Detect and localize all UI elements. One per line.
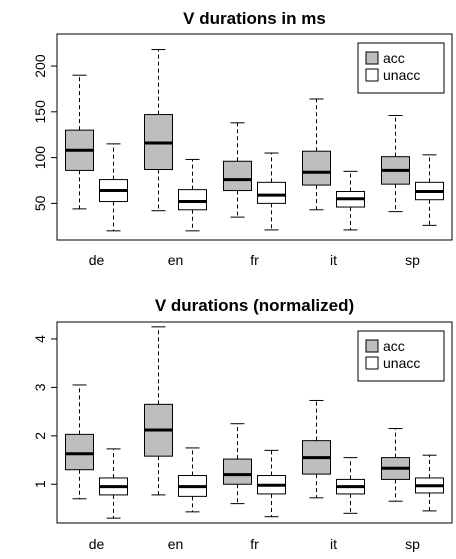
box-body <box>178 189 207 211</box>
legend-swatch-unacc <box>365 68 379 82</box>
x-tick-label: it <box>330 252 337 268</box>
x-tick-label: sp <box>405 252 420 268</box>
box-body <box>223 458 252 485</box>
box-acc-it <box>302 399 331 499</box>
y-tick-label: 50 <box>32 195 48 211</box>
x-tick-label: it <box>330 536 337 552</box>
box-unacc-en <box>178 447 207 513</box>
x-tick-label: de <box>89 536 105 552</box>
x-tick-label: fr <box>250 252 259 268</box>
box-acc-en <box>144 49 173 212</box>
legend-label-unacc: unacc <box>383 67 420 83</box>
box-unacc-sp <box>415 454 444 512</box>
legend-swatch-unacc <box>365 356 379 370</box>
box-body <box>65 433 94 471</box>
box-unacc-sp <box>415 154 444 226</box>
y-tick-label: 200 <box>32 54 48 78</box>
box-unacc-en <box>178 158 207 232</box>
x-tick-label: en <box>168 252 184 268</box>
chart-title: V durations (normalized) <box>155 296 354 315</box>
x-tick-label: de <box>89 252 105 268</box>
chart-panel-1: V durations in ms 50 100 150 200 de en fr it sp ac… <box>32 9 453 268</box>
legend-box <box>357 42 445 94</box>
plot-frame <box>56 33 453 241</box>
x-tick-label: en <box>168 536 184 552</box>
legend-label-acc: acc <box>383 50 405 66</box>
box-acc-de <box>65 384 94 500</box>
box-acc-fr <box>223 423 252 505</box>
x-tick-label: sp <box>405 536 420 552</box>
legend-label-acc: acc <box>383 338 405 354</box>
box-acc-sp <box>381 428 410 502</box>
box-acc-it <box>302 98 331 211</box>
box-unacc-it <box>336 170 365 231</box>
chart-title: V durations in ms <box>183 9 326 28</box>
box-acc-fr <box>223 122 252 218</box>
legend-swatch-acc <box>365 339 379 353</box>
x-tick-label: fr <box>250 536 259 552</box>
box-acc-de <box>65 74 94 210</box>
box-acc-sp <box>381 114 410 213</box>
legend-label-unacc: unacc <box>383 355 420 371</box>
plot-frame <box>56 321 453 524</box>
box-body <box>223 160 252 192</box>
box-unacc-it <box>336 457 365 514</box>
y-tick-label: 1 <box>32 480 48 488</box>
chart-panel-2: V durations (normalized) 1 2 3 4 de en fr it sp ac… <box>32 296 453 552</box>
y-tick-label: 3 <box>32 383 48 391</box>
box-unacc-de <box>99 143 128 232</box>
box-acc-en <box>144 326 173 496</box>
y-tick-label: 150 <box>32 100 48 124</box>
box-unacc-de <box>99 448 128 519</box>
box-unacc-fr <box>257 152 286 231</box>
box-unacc-fr <box>257 449 286 518</box>
y-tick-label: 4 <box>32 335 48 343</box>
box-body <box>302 150 331 186</box>
legend-box <box>357 330 445 382</box>
box-body <box>257 181 286 204</box>
y-tick-label: 100 <box>32 146 48 170</box>
y-tick-label: 2 <box>32 432 48 440</box>
legend-swatch-acc <box>365 51 379 65</box>
